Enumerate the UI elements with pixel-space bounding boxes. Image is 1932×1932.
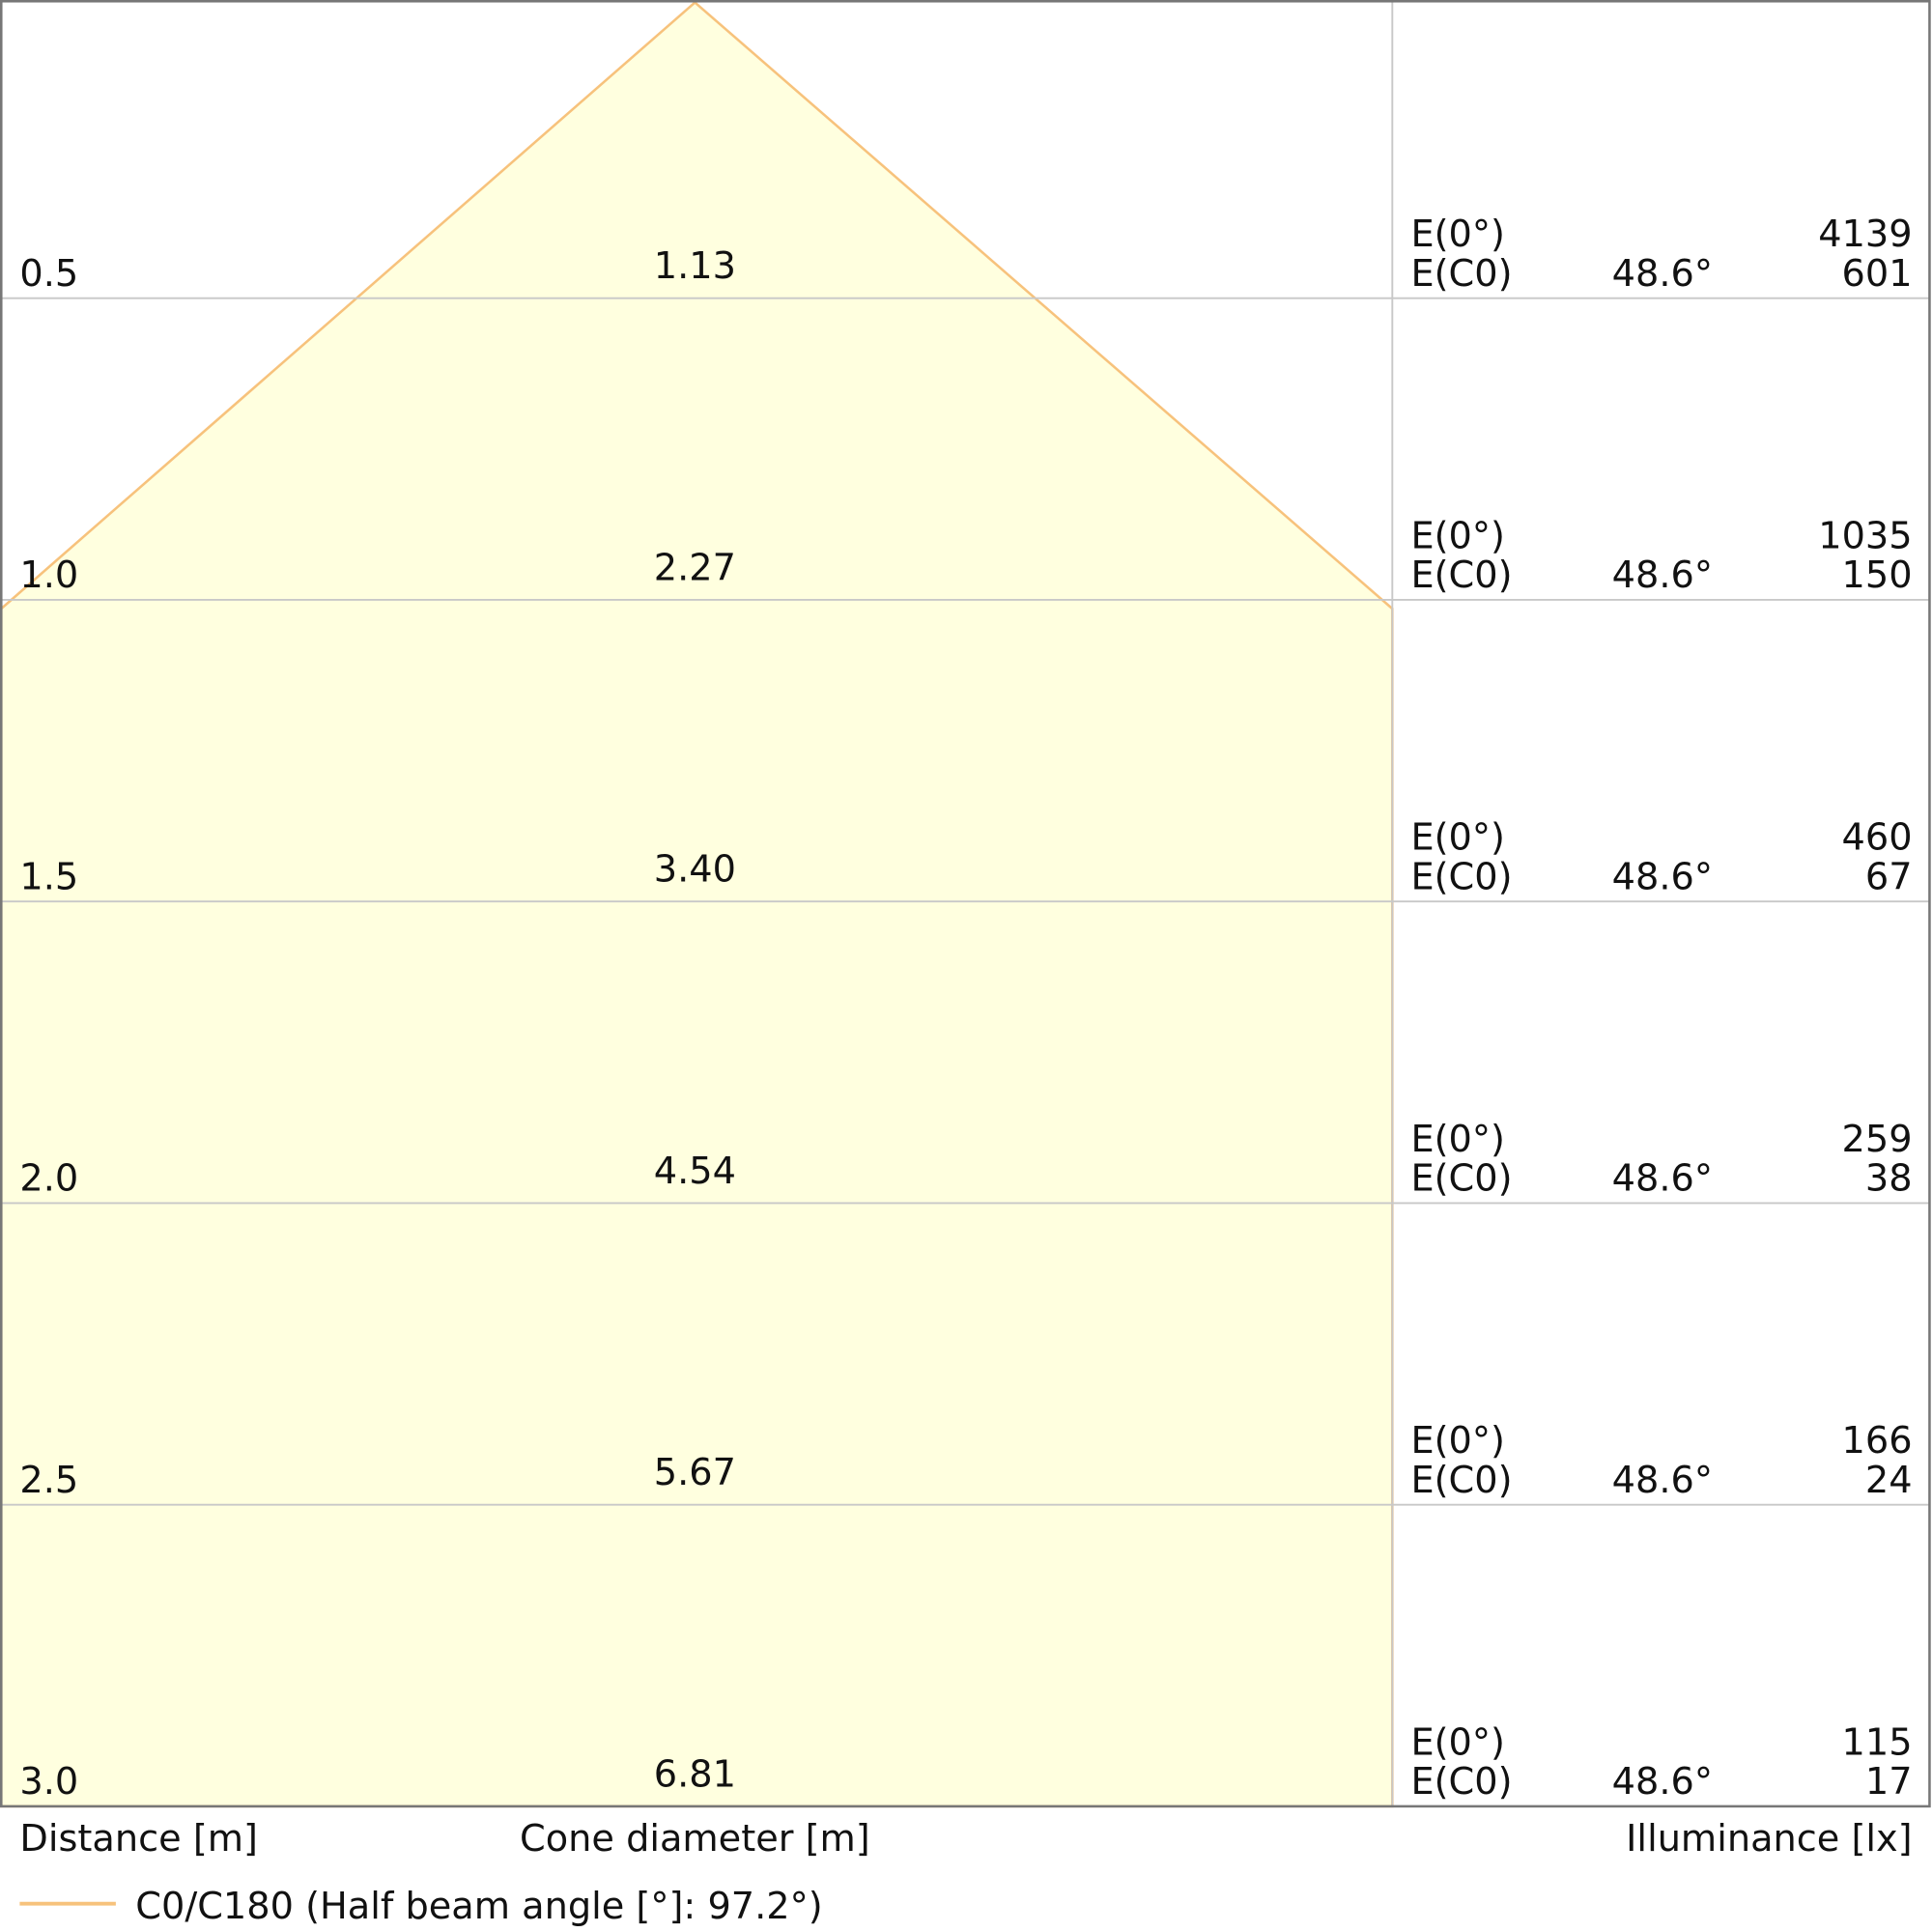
distance: 1.5	[19, 855, 78, 898]
distance: 1.0	[19, 554, 78, 597]
e0-value: 4139	[1818, 213, 1912, 256]
e0-value: 1035	[1818, 514, 1912, 557]
angle: 48.6°	[1612, 1157, 1713, 1201]
ec0-label: E(C0)	[1410, 1157, 1512, 1201]
ec0-value: 67	[1865, 855, 1913, 898]
e0-label: E(0°)	[1410, 514, 1504, 557]
ec0-label: E(C0)	[1410, 855, 1512, 898]
angle: 48.6°	[1612, 554, 1713, 597]
legend-text: C0/C180 (Half beam angle [°]: 97.2°)	[135, 1885, 822, 1928]
frame	[0, 0, 1931, 1808]
e0-value: 259	[1842, 1118, 1913, 1161]
ec0-value: 601	[1842, 252, 1913, 296]
distance: 2.0	[19, 1157, 78, 1201]
e0-label: E(0°)	[1410, 816, 1504, 860]
angle: 48.6°	[1612, 855, 1713, 898]
e0-label: E(0°)	[1410, 213, 1504, 256]
distance: 2.5	[19, 1459, 78, 1502]
cone-diameter: 6.81	[654, 1752, 736, 1796]
ec0-label: E(C0)	[1410, 1459, 1512, 1502]
distance: 0.5	[19, 252, 78, 296]
cone-diameter: 4.54	[654, 1150, 736, 1193]
ec0-label: E(C0)	[1410, 252, 1512, 296]
e0-label: E(0°)	[1410, 1118, 1504, 1161]
e0-label: E(0°)	[1410, 1419, 1504, 1463]
e0-value: 460	[1842, 816, 1913, 860]
cone-diameter: 1.13	[654, 244, 736, 288]
angle: 48.6°	[1612, 1760, 1713, 1804]
footer-illuminance: Illuminance [lx]	[1626, 1817, 1912, 1861]
ec0-label: E(C0)	[1410, 1760, 1512, 1804]
distance: 3.0	[19, 1760, 78, 1804]
e0-label: E(0°)	[1410, 1720, 1504, 1764]
cone-diameter: 2.27	[654, 547, 736, 590]
angle: 48.6°	[1612, 1459, 1713, 1502]
ec0-value: 38	[1865, 1157, 1913, 1201]
footer-distance: Distance [m]	[19, 1817, 258, 1861]
ec0-value: 150	[1842, 554, 1913, 597]
e0-value: 115	[1842, 1720, 1913, 1764]
angle: 48.6°	[1612, 252, 1713, 296]
ec0-value: 24	[1865, 1459, 1913, 1502]
footer-diameter: Cone diameter [m]	[520, 1817, 870, 1861]
ec0-value: 17	[1865, 1760, 1913, 1804]
e0-value: 166	[1842, 1419, 1913, 1463]
ec0-label: E(C0)	[1410, 554, 1512, 597]
cone-diameter: 3.40	[654, 848, 736, 892]
cone-diameter: 5.67	[654, 1451, 736, 1494]
